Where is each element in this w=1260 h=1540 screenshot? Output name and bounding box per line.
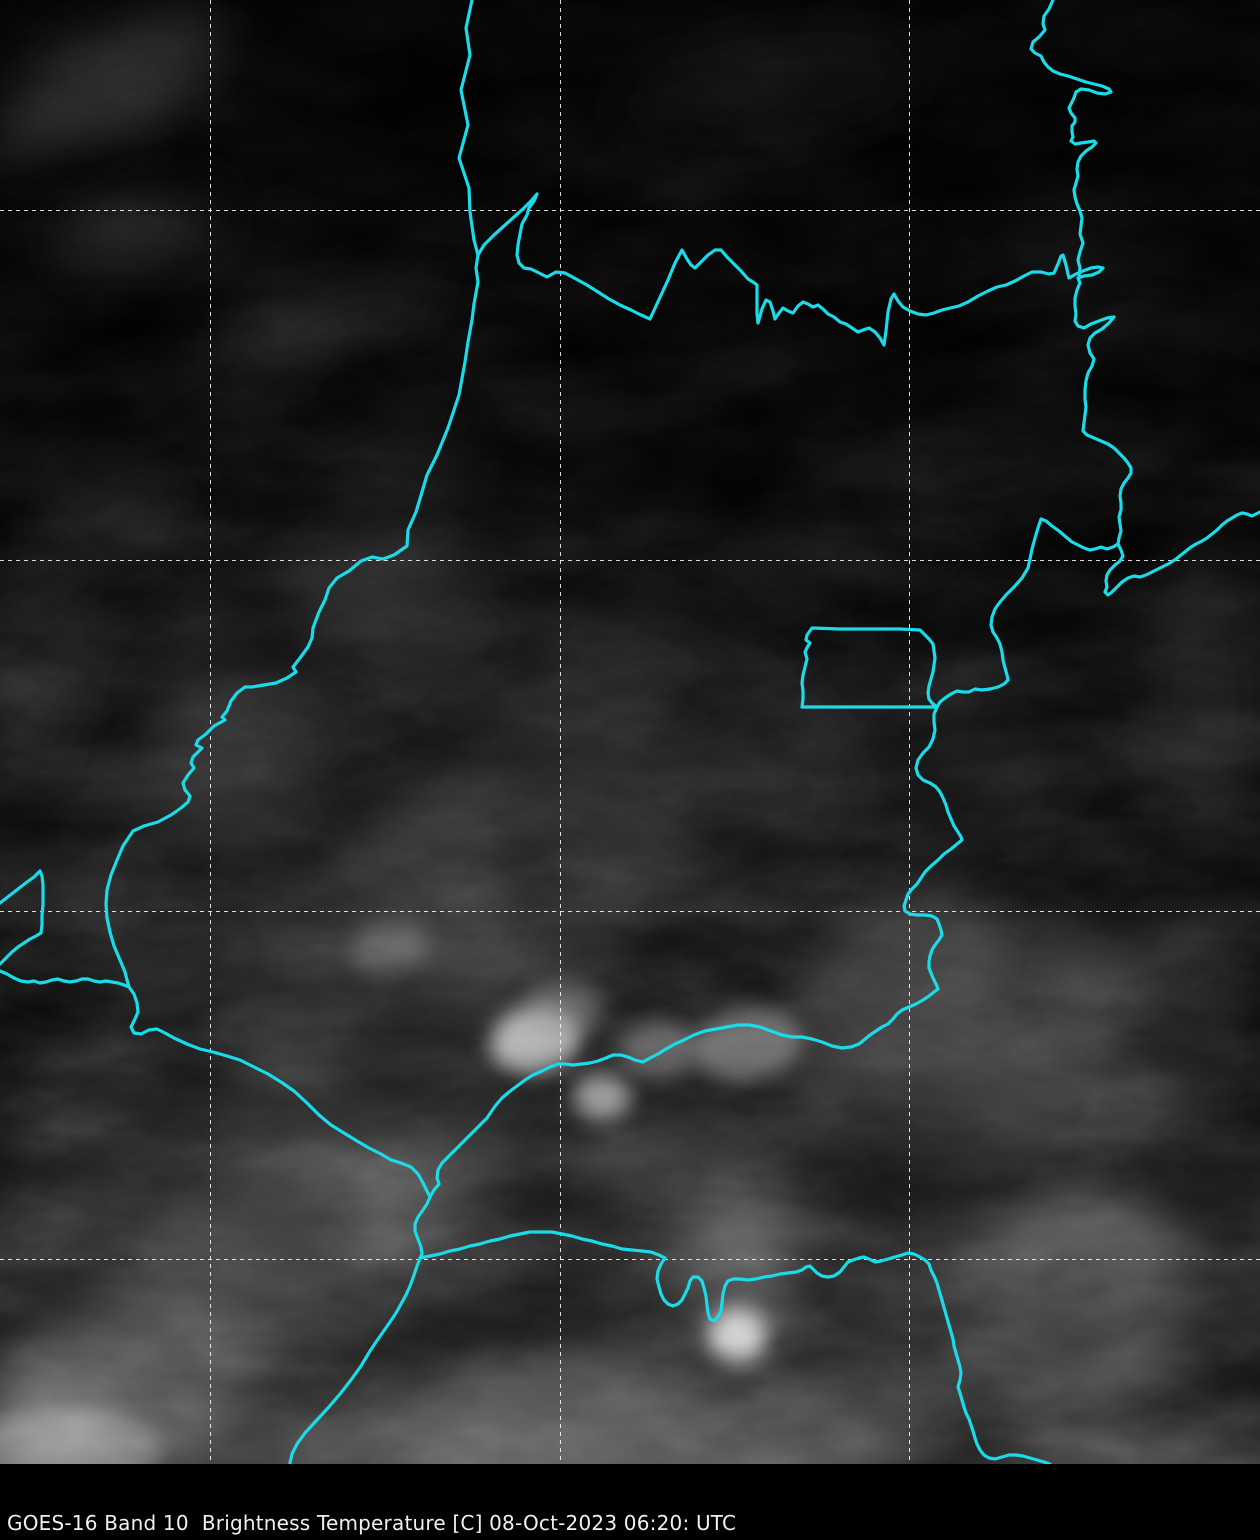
map-borders-layer <box>0 0 1260 1464</box>
map-border-line <box>0 869 45 966</box>
map-border-line <box>428 705 964 1199</box>
map-border-line <box>418 1230 1052 1464</box>
map-border-line <box>104 0 480 1464</box>
map-border-line <box>476 192 1133 709</box>
image-caption: GOES-16 Band 10 Brightness Temperature [… <box>7 1511 737 1535</box>
map-border-line <box>800 626 939 709</box>
caption-bar: GOES-16 Band 10 Brightness Temperature [… <box>0 1464 1260 1540</box>
satellite-image-area <box>0 0 1260 1464</box>
map-border-line <box>1103 510 1260 597</box>
cloud-texture-dark <box>0 0 1260 1464</box>
latlon-gridlines-layer <box>0 0 1260 1464</box>
map-border-line <box>1029 0 1113 277</box>
map-border-line <box>0 969 131 989</box>
satellite-image-canvas <box>0 0 1260 1464</box>
